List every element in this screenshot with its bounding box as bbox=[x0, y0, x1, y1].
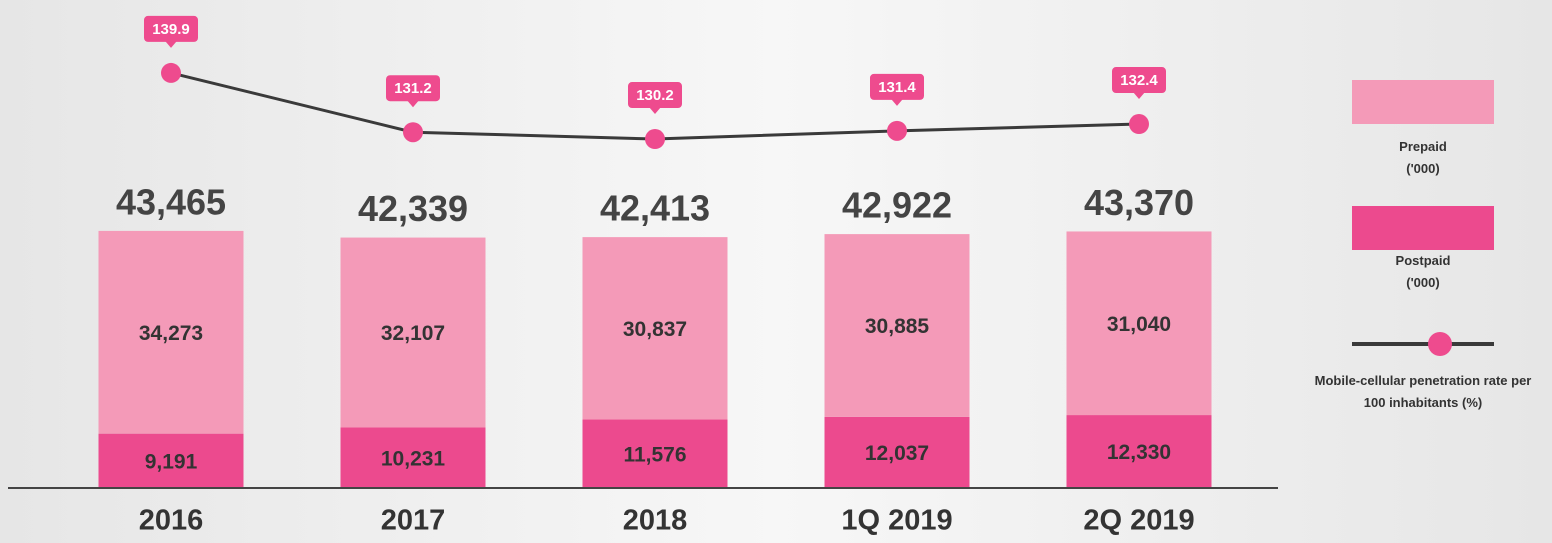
segment-label: 12,330 bbox=[1107, 441, 1171, 464]
label-box bbox=[628, 82, 682, 109]
legend-marker bbox=[1428, 332, 1452, 356]
segment-label: 12,037 bbox=[865, 442, 929, 465]
segment-label: 30,885 bbox=[865, 315, 930, 338]
line-value-label: 130.2 bbox=[636, 87, 674, 104]
bar-segment bbox=[582, 419, 728, 488]
segment-label: 34,273 bbox=[139, 322, 203, 345]
bar-segment bbox=[98, 230, 244, 434]
legend-prepaid: Prepaid ('000) bbox=[1399, 139, 1447, 176]
label-pointer bbox=[165, 40, 177, 48]
segment-label: 30,837 bbox=[623, 318, 687, 341]
label-pointer bbox=[1133, 92, 1145, 100]
bar-segment bbox=[98, 433, 244, 488]
line-marker bbox=[645, 129, 665, 150]
bar-segment bbox=[824, 416, 970, 488]
bar-segment bbox=[582, 237, 728, 420]
label-box bbox=[386, 75, 440, 102]
x-tick-label: 2016 bbox=[139, 505, 204, 537]
bar-segment bbox=[340, 237, 486, 428]
segment-label: 11,576 bbox=[623, 443, 686, 466]
line-marker bbox=[887, 120, 907, 141]
label-pointer bbox=[407, 100, 419, 108]
legend-swatch bbox=[1352, 80, 1494, 124]
label-box bbox=[1112, 67, 1166, 94]
x-tick-label: 2018 bbox=[623, 505, 688, 537]
bar-segment bbox=[340, 427, 486, 488]
segment-label: 9,191 bbox=[145, 450, 198, 473]
label-box bbox=[144, 15, 198, 42]
total-label: 43,370 bbox=[1084, 182, 1194, 223]
bar-segment bbox=[824, 234, 970, 417]
x-tick-label: 2017 bbox=[381, 505, 446, 537]
line-marker bbox=[1129, 114, 1149, 135]
x-tick-label: 1Q 2019 bbox=[841, 505, 952, 537]
total-label: 42,339 bbox=[358, 188, 468, 229]
line-value-label: 131.2 bbox=[394, 80, 432, 97]
label-box bbox=[870, 73, 924, 100]
line-value-label: 132.4 bbox=[1120, 72, 1158, 89]
segment-label: 32,107 bbox=[381, 322, 445, 345]
label-pointer bbox=[891, 98, 903, 106]
x-tick-label: 2Q 2019 bbox=[1083, 505, 1194, 537]
legend-postpaid: Postpaid ('000) bbox=[1395, 253, 1451, 290]
bar-segment bbox=[1066, 415, 1212, 488]
label-pointer bbox=[649, 107, 661, 115]
bar-segment bbox=[1066, 231, 1212, 416]
line-marker bbox=[403, 122, 423, 143]
segment-label: 31,040 bbox=[1107, 313, 1171, 336]
total-label: 42,922 bbox=[842, 185, 952, 226]
total-label: 43,465 bbox=[116, 181, 226, 222]
legend-swatch bbox=[1352, 206, 1494, 250]
line-marker bbox=[161, 62, 181, 83]
line-value-label: 131.4 bbox=[878, 79, 916, 96]
total-label: 42,413 bbox=[600, 188, 710, 229]
legend-line: Mobile-cellular penetration rate per 100… bbox=[1314, 373, 1532, 410]
segment-label: 10,231 bbox=[381, 447, 446, 470]
line-value-label: 139.9 bbox=[152, 21, 190, 38]
